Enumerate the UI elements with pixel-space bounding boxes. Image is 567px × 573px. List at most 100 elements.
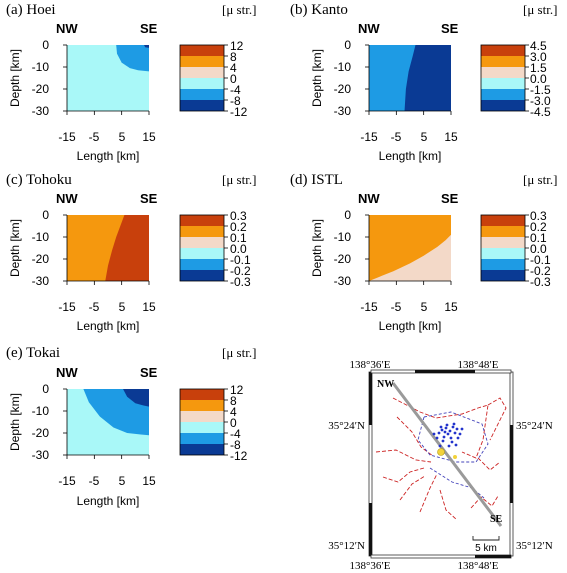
panel-title: (d) ISTL: [290, 172, 343, 188]
colorbar-label: -12: [230, 449, 248, 463]
colorbar-swatch: [481, 100, 525, 111]
colorbar: [180, 389, 228, 455]
x-axis-label: Length [km]: [379, 149, 442, 163]
y-tick-label: -10: [334, 60, 352, 74]
map-border-black: [475, 555, 511, 558]
y-tick-label: 0: [344, 208, 351, 222]
colorbar-swatch: [481, 45, 525, 56]
y-tick-label: -20: [32, 426, 50, 440]
colorbar-swatch: [180, 67, 224, 78]
colorbar-swatch: [180, 248, 224, 259]
panel-title: (e) Tokai: [6, 345, 60, 361]
colorbar-swatch: [180, 89, 224, 100]
y-tick-label: -10: [32, 230, 50, 244]
colorbar-swatch: [481, 215, 525, 226]
lon-label: 138°36′E: [349, 359, 390, 371]
x-tick-label: 15: [444, 130, 458, 144]
panel-istl: (d) ISTL NW SE Depth [km] Length [km] 0 …: [290, 172, 557, 333]
colorbar: [481, 215, 529, 281]
colorbar-swatch: [481, 78, 525, 89]
colorbar-swatch: [180, 259, 224, 270]
colorbar-label: -12: [230, 105, 248, 119]
y-tick-label: -30: [334, 104, 352, 118]
colorbar-swatch: [481, 89, 525, 100]
x-tick-label: 15: [142, 130, 156, 144]
panel-hoei: (a) Hoei NW SE Depth [km] Length [km] 0 …: [6, 2, 256, 163]
y-tick-label: -20: [32, 252, 50, 266]
y-ticks: 0 -10 -20 -30: [32, 382, 50, 462]
x-tick-label: -5: [391, 130, 402, 144]
panel-kanto: (b) Kanto NW SE Depth [km] Length [km] 0…: [290, 2, 557, 163]
y-axis-label: Depth [km]: [310, 49, 324, 107]
lon-label: 138°48′E: [457, 359, 498, 371]
colorbar-swatch: [180, 400, 224, 411]
epicenter-marker: [438, 449, 445, 456]
y-tick-label: 0: [42, 208, 49, 222]
orient-right: SE: [140, 191, 158, 206]
colorbar-swatch: [180, 422, 224, 433]
colorbar-swatch: [180, 389, 224, 400]
orient-left: NW: [56, 191, 78, 206]
panel-title: (b) Kanto: [290, 2, 348, 18]
colorbar-swatch: [180, 226, 224, 237]
heatmap-plot: [67, 389, 149, 455]
heatmap-plot: [67, 45, 149, 111]
colorbar-label: -0.3: [230, 275, 251, 289]
x-axis-label: Length [km]: [77, 494, 140, 508]
colorbar-swatch: [180, 237, 224, 248]
colorbar-labels: 4.5 3.0 1.5 0.0 -1.5 -3.0 -4.5: [530, 39, 551, 119]
colorbar-swatch: [481, 259, 525, 270]
colorbar-labels: 0.3 0.2 0.1 0.0 -0.1 -0.2 -0.3: [230, 209, 251, 289]
panel-tohoku: (c) Tohoku NW SE Depth [km] Length [km] …: [6, 172, 256, 333]
map-frame: [371, 372, 511, 556]
colorbar-unit: [μ str.]: [523, 172, 557, 187]
map-border-black: [510, 425, 513, 503]
x-ticks: -15 -5 5 15: [360, 130, 458, 144]
orient-right: SE: [441, 21, 459, 36]
colorbar-swatch: [180, 444, 224, 455]
y-ticks: 0 -10 -20 -30: [334, 38, 352, 118]
x-axis-label: Length [km]: [77, 319, 140, 333]
colorbar-unit: [μ str.]: [222, 2, 256, 17]
y-tick-label: -20: [32, 82, 50, 96]
colorbar: [180, 215, 228, 281]
y-tick-label: 0: [42, 382, 49, 396]
y-axis-label: Depth [km]: [310, 219, 324, 277]
map-se-label: SE: [490, 514, 503, 525]
y-tick-label: 0: [344, 38, 351, 52]
colorbar: [180, 45, 228, 111]
orient-right: SE: [140, 365, 158, 380]
x-ticks: -15 -5 5 15: [360, 300, 458, 314]
colorbar-labels: 0.3 0.2 0.1 0.0 -0.1 -0.2 -0.3: [530, 209, 551, 289]
x-tick-label: -5: [89, 300, 100, 314]
x-ticks: -15 -5 5 15: [58, 130, 156, 144]
map-border-black: [369, 372, 372, 425]
heatmap-plot: [369, 215, 451, 281]
orient-left: NW: [56, 21, 78, 36]
orient-right: SE: [140, 21, 158, 36]
lat-label: 35°12′N: [516, 540, 553, 552]
x-axis-label: Length [km]: [379, 319, 442, 333]
y-tick-label: 0: [42, 38, 49, 52]
y-tick-label: -20: [334, 82, 352, 96]
colorbar-swatch: [180, 270, 224, 281]
y-tick-label: -30: [32, 104, 50, 118]
y-tick-label: -10: [32, 404, 50, 418]
y-axis-label: Depth [km]: [8, 49, 22, 107]
colorbar-unit: [μ str.]: [523, 2, 557, 17]
y-tick-label: -10: [32, 60, 50, 74]
x-tick-label: 5: [421, 300, 428, 314]
y-tick-label: -20: [334, 252, 352, 266]
lat-label: 35°12′N: [328, 540, 365, 552]
colorbar-labels: 12 8 4 0 -4 -8 -12: [230, 39, 248, 119]
x-tick-label: -15: [58, 474, 76, 488]
orient-left: NW: [358, 21, 380, 36]
y-tick-label: -10: [334, 230, 352, 244]
colorbar-swatch: [481, 226, 525, 237]
lon-label: 138°48′E: [457, 560, 498, 572]
colorbar-swatch: [481, 67, 525, 78]
y-axis-label: Depth [km]: [8, 393, 22, 451]
x-tick-label: 5: [421, 130, 428, 144]
x-ticks: -15 -5 5 15: [58, 300, 156, 314]
